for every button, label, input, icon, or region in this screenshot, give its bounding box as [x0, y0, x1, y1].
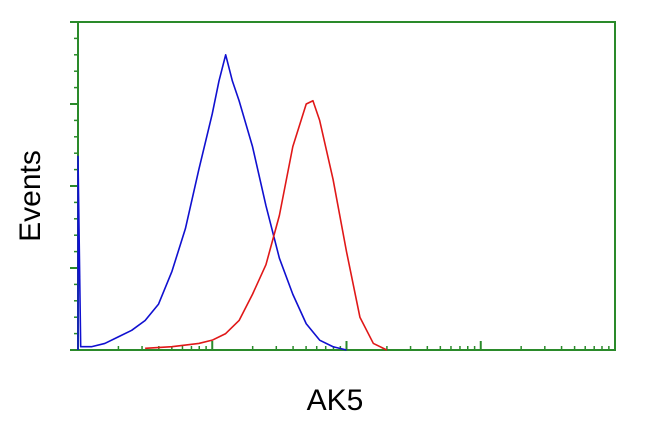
x-axis-label: AK5 — [307, 384, 364, 417]
plot-frame — [77, 21, 616, 351]
histogram-line — [77, 54, 347, 351]
histogram-line — [145, 99, 388, 351]
y-axis-label: Events — [14, 150, 47, 242]
